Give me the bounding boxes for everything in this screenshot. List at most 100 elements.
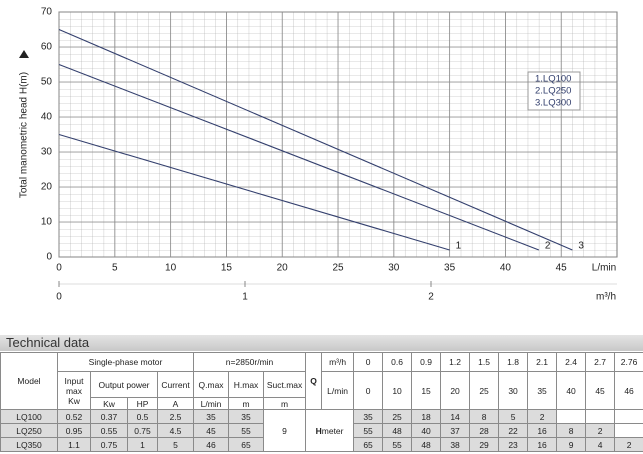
head-cell: 2 [585,423,616,438]
unit-cell: m [263,397,307,410]
unit-cell: m [228,397,265,410]
header-cell: 45 [585,371,616,410]
head-cell: 18 [411,409,442,424]
table-cell: LQ350 [0,437,58,452]
head-cell: 2 [527,409,558,424]
table-cell: 0.75 [90,437,128,452]
head-cell: 4 [585,437,616,452]
head-cell: 16 [527,423,558,438]
x-tick-label: 5 [112,263,118,274]
head-cell: 55 [353,423,384,438]
header-cell: 15 [411,371,442,410]
table-cell: 35 [193,409,230,424]
table-cell: 5 [156,437,195,452]
head-cell: 23 [498,437,529,452]
table-cell: 65 [228,437,265,452]
y-tick-label: 0 [46,252,52,263]
table-cell: 0.52 [57,409,91,424]
y-tick-label: 10 [41,217,53,228]
header-cell: 46 [614,371,643,410]
head-cell: 48 [411,437,442,452]
unit-cell: L/min [193,397,230,410]
head-cell: 25 [382,409,413,424]
unit-cell: HP [127,397,158,410]
x-tick-label: 40 [500,263,512,274]
header-cell: Suct.max [263,371,307,398]
series-line [58,28,573,251]
y-tick-label: 30 [41,147,53,158]
empty-cell [556,409,587,424]
legend-box [527,71,581,111]
x2-tick-label: 2 [428,292,434,303]
x-tick-label: 25 [332,263,344,274]
head-cell: 35 [353,409,384,424]
header-cell: 10 [382,371,413,410]
table-cell: 35 [228,409,265,424]
head-cell: 28 [469,423,500,438]
table-cell: 9 [263,409,307,452]
y-tick-label: 50 [41,77,53,88]
y-axis-label: Total manometric head H(m) [19,72,30,198]
table-cell: 45 [193,423,230,438]
header-cell: 1.8 [498,352,529,372]
header-cell: Model [0,352,58,410]
x-tick-label: 35 [444,263,456,274]
head-cell: 8 [469,409,500,424]
header-cell: 25 [469,371,500,410]
section-title: Technical data [0,335,643,351]
table-cell: 0.75 [127,423,158,438]
head-cell: 8 [556,423,587,438]
table-cell: 1.1 [57,437,91,452]
table-cell: 46 [193,437,230,452]
series-line [58,63,540,251]
x-tick-label: 0 [56,263,62,274]
header-cell: 2.1 [527,352,558,372]
table-cell: 55 [228,423,265,438]
y-tick-label: 20 [41,182,53,193]
table-row: LQ100 0.52 0.37 0.5 2.5 35 35 9 Hmeter 35 25 18 14 8 5… [0,409,643,452]
h-symbol: H [315,425,322,436]
head-cell: 65 [353,437,384,452]
table-row: LQ250 0.95 0.55 0.75 4.5 45 55 55 48 40 37 28 22 16 8 2 [0,423,643,438]
empty-cell [614,409,643,424]
x2-tick-label: 1 [242,292,248,303]
empty-cell [614,423,643,438]
x2-axis-label: m³/h [596,292,616,303]
header-cell: 20 [440,371,471,410]
header-cell: L/min [321,371,355,410]
table-cell: 4.5 [156,423,195,438]
header-cell: Current [156,371,195,398]
header-cell: 2.4 [556,352,587,372]
header-cell: Q [305,352,323,410]
header-cell: 2.7 [585,352,616,372]
chart: Total manometric head H(m) L/min m³/h 0 1… [19,7,618,303]
table-row: LQ350 1.1 0.75 1 5 46 65 65 55 48 38 29 23 16 9 4 2 [0,437,643,452]
legend-entry: 2.LQ250 [535,86,571,97]
x-tick-label: 30 [388,263,400,274]
x-tick-label: 10 [165,263,177,274]
table-cell: LQ250 [0,423,58,438]
y-tick-label: 60 [41,42,53,53]
header-cell: m³/h [321,352,355,372]
head-cell: 40 [411,423,442,438]
header-cell: 30 [498,371,529,410]
header-cell: 1.5 [469,352,500,372]
head-cell: 16 [527,437,558,452]
header-cell: Q.max [193,371,230,398]
table-row: Input max Kw Output power Current Q.max H.ma… [1,371,643,410]
table-cell: 0.95 [57,423,91,438]
table-cell: 0.5 [127,409,158,424]
end-label: 3 [578,241,584,252]
head-cell: 5 [498,409,529,424]
head-cell: 22 [498,423,529,438]
axis-arrow [19,50,29,58]
table-cell: 0.55 [90,423,128,438]
table-cell: LQ100 [0,409,58,424]
header-cell: H.max [228,371,265,398]
head-cell: 48 [382,423,413,438]
header-cell: 40 [556,371,587,410]
unit-cell: A [156,397,195,410]
x2-tick-label: 0 [56,292,62,303]
x-tick-label: 15 [221,263,233,274]
